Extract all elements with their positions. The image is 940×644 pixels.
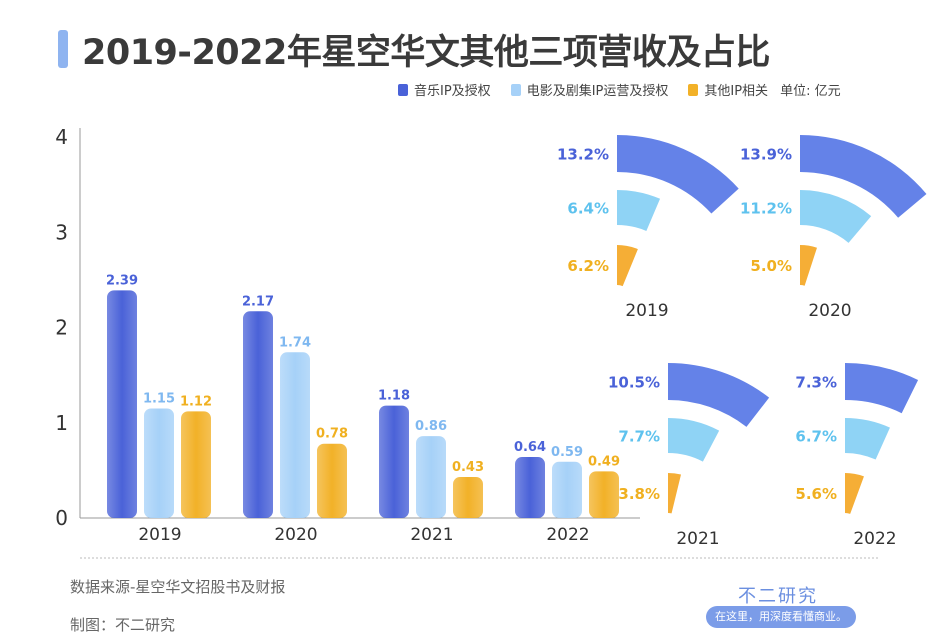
radial-bar-2020-1	[800, 189, 872, 243]
radial-year-label: 2022	[853, 529, 896, 549]
bar-2020-1	[280, 352, 310, 518]
legend-item-music: 音乐IP及授权	[398, 80, 491, 99]
x-tick-label: 2019	[138, 525, 181, 545]
bar-2021-1	[416, 436, 446, 518]
data-label: 1.74	[279, 335, 311, 350]
data-label: 0.64	[514, 440, 546, 455]
percent-label: 3.8%	[618, 485, 660, 503]
percent-label: 5.0%	[750, 257, 792, 275]
brand-logo: 不二研究	[738, 586, 818, 607]
source-note: 数据来源-星空华文招股书及财报	[70, 578, 286, 596]
radial-bar-2020-2	[800, 245, 817, 286]
unit-label: 单位: 亿元	[780, 84, 841, 99]
radial-bar-2022-2	[845, 473, 864, 514]
data-label: 1.12	[180, 394, 212, 409]
data-label: 0.78	[316, 427, 348, 442]
radial-bar-2022-1	[845, 418, 890, 460]
page-title: 2019-2022年星空华文其他三项营收及占比	[82, 33, 770, 73]
data-label: 1.18	[378, 389, 410, 404]
x-tick-label: 2022	[546, 525, 589, 545]
bar-2019-2	[181, 411, 211, 518]
radial-bar-2019-2	[617, 245, 638, 287]
data-label: 2.39	[106, 273, 138, 288]
y-tick-label: 2	[55, 316, 68, 340]
percent-label: 13.9%	[740, 146, 792, 164]
title-accent	[58, 30, 68, 68]
y-tick-label: 0	[55, 506, 68, 530]
bar-2021-0	[379, 405, 409, 518]
x-tick-label: 2020	[274, 525, 317, 545]
legend-label: 其他IP相关	[704, 84, 769, 99]
data-label: 0.86	[415, 419, 447, 434]
bar-2021-2	[453, 477, 483, 518]
radial-bar-2021-1	[668, 418, 720, 462]
data-label: 1.15	[143, 391, 175, 406]
legend-label: 电影及剧集IP运营及授权	[526, 84, 669, 99]
data-label: 2.17	[242, 294, 274, 309]
percent-label: 7.3%	[795, 374, 837, 392]
percent-label: 10.5%	[608, 374, 660, 392]
bar-2022-2	[589, 471, 619, 518]
data-label: 0.43	[452, 460, 484, 475]
y-tick-label: 1	[55, 411, 68, 435]
bar-2019-0	[107, 290, 137, 518]
bar-2019-1	[144, 408, 174, 518]
percent-label: 7.7%	[618, 428, 660, 446]
brand-slogan: 在这里，用深度看懂商业。	[706, 606, 856, 628]
radial-year-label: 2019	[625, 301, 668, 321]
percent-label: 6.4%	[567, 200, 609, 218]
percent-label: 5.6%	[795, 485, 837, 503]
bar-2022-0	[515, 457, 545, 518]
percent-label: 6.7%	[795, 428, 837, 446]
legend: 音乐IP及授权 电影及剧集IP运营及授权 其他IP相关 单位: 亿元	[398, 80, 841, 99]
x-tick-label: 2021	[410, 525, 453, 545]
percent-label: 11.2%	[740, 200, 792, 218]
legend-item-film: 电影及剧集IP运营及授权	[510, 80, 669, 99]
y-tick-label: 4	[55, 125, 68, 149]
radial-year-label: 2020	[808, 301, 851, 321]
radial-bar-2021-0	[668, 363, 770, 427]
radial-bar-2019-0	[617, 135, 739, 214]
percent-label: 13.2%	[557, 146, 609, 164]
radial-year-label: 2021	[676, 529, 719, 549]
data-label: 0.59	[551, 445, 583, 460]
legend-item-other: 其他IP相关	[688, 80, 768, 99]
legend-label: 音乐IP及授权	[414, 84, 491, 99]
percent-label: 6.2%	[567, 257, 609, 275]
radial-bar-2019-1	[617, 189, 661, 231]
bar-2022-1	[552, 461, 582, 518]
bar-2020-0	[243, 311, 273, 518]
data-label: 0.49	[588, 454, 620, 469]
bar-2020-2	[317, 443, 347, 518]
radial-bar-2022-0	[845, 363, 919, 414]
maker-note: 制图：不二研究	[70, 616, 176, 634]
radial-bar-2021-2	[668, 473, 682, 514]
y-tick-label: 3	[55, 220, 68, 244]
radial-bar-2020-0	[800, 135, 927, 218]
